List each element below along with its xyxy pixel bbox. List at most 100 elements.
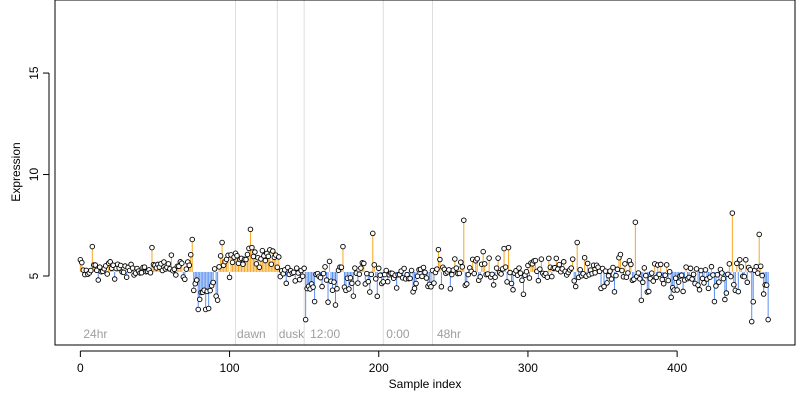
data-point [435,246,442,253]
y-axis-label: Expression [9,142,23,201]
segment-dividers [235,0,433,345]
data-point [165,261,172,267]
data-point [719,270,725,276]
data-point [262,257,269,264]
data-point [649,270,655,276]
data-point [650,278,657,284]
data-point [501,245,507,252]
data-point [453,265,460,271]
data-point [556,261,563,268]
data-point [690,271,697,278]
data-point [646,288,652,295]
data-point [635,270,642,276]
data-point [708,263,715,270]
data-point [376,265,382,272]
data-point [716,279,722,285]
data-point [613,272,619,279]
x-tick-label: 0 [77,361,84,375]
data-point [546,255,552,262]
data-point [323,277,330,283]
x-tick-label: 300 [518,361,538,375]
data-point [437,256,443,263]
data-point [486,255,492,261]
data-point [183,266,190,272]
data-point [320,270,327,277]
data-point [384,278,391,285]
data-point [517,270,524,276]
data-point [611,289,618,295]
data-point [504,279,510,285]
data-point [643,272,649,279]
data-point [179,260,185,266]
data-point [326,258,333,265]
data-point [420,264,427,271]
data-point [311,298,318,305]
data-point [370,230,376,237]
data-point [234,252,240,259]
data-point [188,251,194,258]
data-point [377,272,383,278]
data-point [672,275,679,281]
segment-label: 48hr [437,327,461,341]
data-point [574,239,580,246]
data-point [561,259,567,265]
data-point [219,239,225,246]
data-point [216,264,222,270]
data-point [217,253,224,259]
x-axis: 0 100 200 300 400 [77,350,687,375]
data-point [358,265,364,271]
data-point [498,271,504,277]
data-point [508,280,515,287]
data-point [480,248,486,255]
data-point [290,269,297,276]
y-axis: 5 10 15 [27,66,50,279]
data-point [660,280,667,287]
data-point [747,266,753,273]
data-point [701,280,707,286]
data-point [641,265,648,271]
data-point [331,279,337,285]
data-point [713,283,719,289]
y-tick-label: 5 [27,272,41,279]
data-point [438,284,445,290]
data-point [189,236,196,243]
data-point [610,264,616,271]
data-point [492,274,498,280]
data-point [274,264,281,271]
data-point [317,274,324,281]
data-point [195,306,201,313]
data-point [689,276,695,282]
data-point [299,273,306,279]
data-point [361,260,367,267]
data-point [474,256,480,262]
data-point [240,261,246,267]
data-point [350,293,357,299]
data-point [123,274,130,280]
data-point [544,274,551,280]
data-point [608,276,615,282]
data-point [322,264,328,270]
data-point [674,287,680,293]
data-point [464,281,470,287]
data-point [104,271,110,277]
data-point [302,316,309,323]
data-point [210,279,216,286]
data-point [249,244,255,251]
data-point [211,266,218,272]
data-point [367,289,373,295]
data-point [380,279,386,285]
data-point [638,297,645,304]
x-tick-label: 200 [369,361,389,375]
data-point [190,287,197,294]
data-point [614,266,621,273]
segment-labels: 24hr dawn dusk 12:00 0:00 48hr [83,327,461,341]
data-point [141,264,148,270]
data-point [510,287,516,293]
data-point [760,291,767,297]
data-point [523,268,530,275]
data-point [229,259,236,266]
data-point [519,277,525,284]
data-point [244,251,251,258]
data-point [79,259,85,266]
data-point [553,255,560,262]
